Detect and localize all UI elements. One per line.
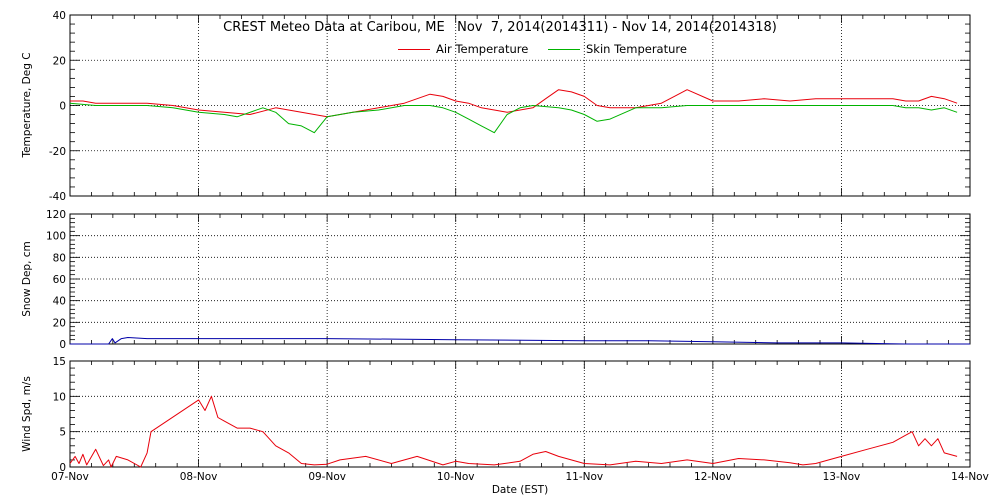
y-tick-label: 0 [59,101,66,113]
legend-skin-label: Skin Temperature [586,42,687,56]
snow-ylabel: Snow Dep, cm [21,241,33,317]
legend-air: Air Temperature [398,42,528,56]
snow-panel: 0 20 40 60 80 100 120 Snow Dep, cm [21,209,971,351]
y-tick-label: -40 [49,191,66,203]
y-tick-label: 120 [46,209,66,221]
x-tick-label: 12-Nov [694,471,732,483]
series-air-temperature [70,89,958,118]
chart-title: CREST Meteo Data at Caribou, ME Nov 7, 2… [223,20,777,35]
y-tick-label: 100 [46,231,66,243]
series-skin-temperature [69,102,958,134]
x-axis-label: Date (EST) [492,484,548,496]
temperature-panel: -40 -20 0 20 40 Temperature, Deg C [21,10,971,203]
y-tick-label: 60 [53,274,66,286]
y-tick-label: 0 [59,462,66,474]
y-tick-label: 20 [53,317,66,329]
y-tick-label: 10 [53,391,66,403]
wind-panel: 0 5 10 15 Wind Spd, m/s [21,356,971,474]
legend-air-label: Air Temperature [436,42,529,56]
y-tick-label: 40 [53,296,66,308]
series-wind-speed [69,395,958,468]
legend-skin-swatch [548,49,580,50]
y-tick-label: 5 [59,427,66,439]
y-tick-label: 40 [53,10,66,22]
x-tick-label: 14-Nov [951,471,989,483]
x-tick-label: 13-Nov [823,471,861,483]
legend-skin: Skin Temperature [548,42,687,56]
x-tick-label: 07-Nov [51,471,89,483]
wind-frame [69,360,971,468]
x-tick-label: 08-Nov [180,471,218,483]
x-tick-label: 10-Nov [437,471,475,483]
y-tick-label: 0 [59,339,66,351]
y-tick-label: 20 [53,55,66,67]
legend-air-swatch [398,49,430,50]
y-tick-label: 80 [53,252,66,264]
y-tick-label: -20 [49,146,66,158]
x-tick-label: 11-Nov [565,471,603,483]
y-tick-label: 15 [53,356,66,368]
series-snow-depth [70,337,970,345]
x-tick-label: 09-Nov [308,471,346,483]
temperature-ylabel: Temperature, Deg C [21,52,33,158]
wind-ylabel: Wind Spd, m/s [21,376,33,452]
